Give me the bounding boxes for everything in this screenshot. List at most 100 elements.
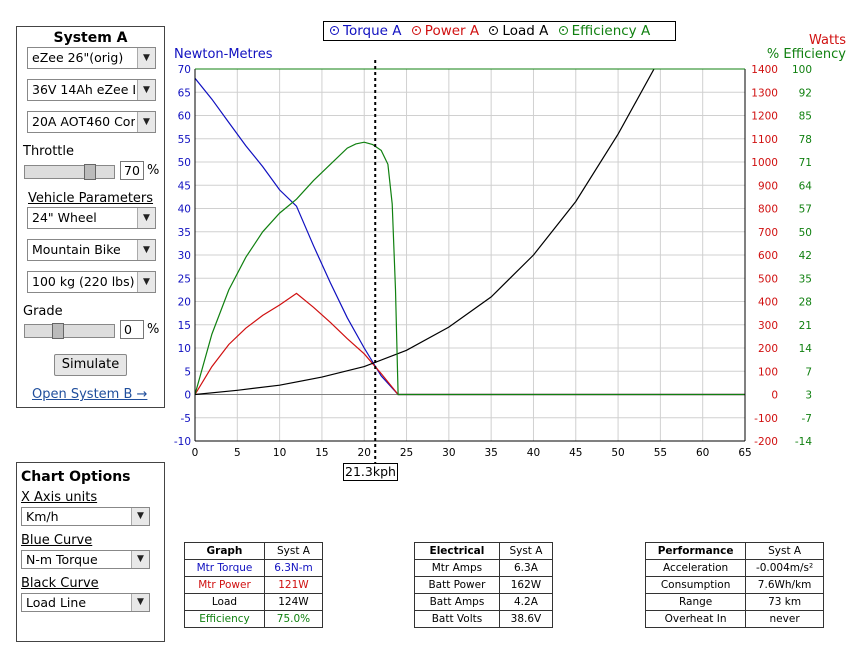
motor-select[interactable]: eZee 26"(orig) ▼	[27, 47, 156, 69]
vehicle-parameters-label: Vehicle Parameters	[28, 191, 154, 206]
grade-label: Grade	[23, 304, 63, 319]
y-left-tick-label: 15	[178, 320, 191, 332]
legend-item-efficiency[interactable]: Efficiency A	[558, 22, 650, 40]
black-curve-select[interactable]: Load Line ▼	[21, 593, 150, 612]
y-left-tick-label: 10	[178, 343, 191, 355]
y-left-tick-label: 40	[178, 204, 191, 216]
throttle-slider[interactable]	[24, 164, 115, 180]
x-axis-units-label: X Axis units	[21, 490, 98, 505]
chevron-down-icon: ▼	[131, 594, 149, 611]
chevron-down-icon: ▼	[137, 272, 155, 292]
y-left-tick-label: 30	[178, 250, 191, 262]
legend-item-load[interactable]: Load A	[489, 22, 548, 40]
chevron-down-icon: ▼	[137, 48, 155, 68]
throttle-label: Throttle	[23, 144, 74, 159]
open-system-b-link[interactable]: Open System B →	[32, 387, 148, 402]
grade-percent-label: %	[147, 322, 160, 337]
x-tick-label: 5	[234, 447, 241, 459]
y-axis-label-efficiency: % Efficiency	[767, 47, 846, 62]
y-watts-tick-label: 600	[758, 250, 778, 262]
wheel-select[interactable]: 24" Wheel ▼	[27, 207, 156, 229]
y-efficiency-tick-label: 14	[799, 343, 813, 355]
y-left-tick-label: 5	[184, 366, 191, 378]
x-tick-label: 60	[696, 447, 709, 459]
electrical-table-header-syst: Syst A	[498, 542, 554, 560]
x-tick-label: 20	[358, 447, 371, 459]
y-watts-tick-label: 1100	[751, 134, 778, 146]
y-left-tick-label: 65	[178, 87, 191, 99]
graph-table-header-syst: Syst A	[263, 542, 324, 560]
y-watts-tick-label: 300	[758, 320, 778, 332]
y-efficiency-tick-label: 3	[805, 390, 812, 402]
y-left-tick-label: 45	[178, 180, 191, 192]
y-efficiency-tick-label: 100	[792, 64, 812, 76]
throttle-value-input[interactable]: 70	[120, 161, 144, 180]
series-line-power-a	[195, 292, 745, 396]
table-row: Consumption 7.6Wh/km	[644, 576, 824, 594]
y-efficiency-tick-label: 85	[799, 111, 812, 123]
throttle-slider-thumb[interactable]	[84, 164, 96, 180]
grade-slider-thumb[interactable]	[52, 323, 64, 339]
graph-table: Graph Syst A Mtr Torque 6.3N-m Mtr Power 12…	[184, 542, 324, 628]
table-row: Mtr Torque 6.3N-m	[184, 559, 324, 577]
chart-legend: Torque A Power A Load A Efficiency A	[323, 21, 676, 41]
bike-type-select[interactable]: Mountain Bike ▼	[27, 239, 156, 261]
x-tick-label: 65	[738, 447, 751, 459]
table-row: Batt Volts 38.6V	[414, 610, 554, 628]
y-left-tick-label: 50	[178, 157, 191, 169]
y-efficiency-tick-label: 21	[799, 320, 812, 332]
y-efficiency-tick-label: 78	[799, 134, 812, 146]
throttle-percent-label: %	[147, 163, 160, 178]
system-a-panel: System A eZee 26"(orig)▼ 36V 14Ah eZee L…	[16, 26, 165, 408]
chevron-down-icon: ▼	[131, 551, 149, 568]
weight-select[interactable]: 100 kg (220 lbs) GVW▼	[27, 271, 156, 293]
chart-options-panel: Chart Options X Axis units Km/h ▼ Blue Cu…	[16, 462, 165, 642]
y-watts-tick-label: 1400	[751, 64, 778, 76]
x-tick-label: 15	[315, 447, 328, 459]
y-watts-tick-label: 400	[758, 297, 778, 309]
y-watts-tick-label: 900	[758, 180, 778, 192]
y-watts-tick-label: -200	[754, 436, 778, 448]
y-efficiency-tick-label: 35	[799, 273, 812, 285]
cursor-speed-label: 21.3kph	[343, 463, 398, 481]
table-row: Efficiency 75.0%	[184, 610, 324, 628]
x-tick-label: 0	[192, 447, 199, 459]
y-efficiency-tick-label: 57	[799, 204, 812, 216]
x-tick-label: 50	[611, 447, 624, 459]
performance-table-header: Performance	[644, 542, 747, 560]
battery-select[interactable]: 36V 14Ah eZee LiMn▼	[27, 79, 156, 101]
performance-table-header-syst: Syst A	[745, 542, 824, 560]
x-tick-label: 10	[273, 447, 286, 459]
y-efficiency-tick-label: -14	[795, 436, 812, 448]
y-left-tick-label: 55	[178, 134, 191, 146]
table-row: Overheat In never	[644, 610, 824, 628]
radio-dot-icon	[330, 26, 339, 35]
black-curve-label: Black Curve	[21, 576, 99, 591]
x-tick-label: 30	[442, 447, 455, 459]
y-efficiency-tick-label: 71	[799, 157, 812, 169]
y-watts-tick-label: 1300	[751, 87, 778, 99]
chart-options-title: Chart Options	[21, 469, 131, 485]
y-left-tick-label: -5	[181, 413, 191, 425]
grade-value-input[interactable]: 0	[120, 320, 144, 339]
y-watts-tick-label: 800	[758, 204, 778, 216]
blue-curve-select[interactable]: N-m Torque ▼	[21, 550, 150, 569]
chevron-down-icon: ▼	[137, 112, 155, 132]
legend-item-power[interactable]: Power A	[411, 22, 479, 40]
radio-dot-icon	[411, 26, 421, 35]
y-watts-tick-label: 1000	[751, 157, 778, 169]
controller-select[interactable]: 20A AOT460 Controller▼	[27, 111, 156, 133]
chevron-down-icon: ▼	[131, 508, 149, 525]
legend-item-torque[interactable]: Torque A	[330, 22, 401, 40]
x-tick-label: 35	[484, 447, 497, 459]
grade-slider[interactable]	[24, 323, 115, 339]
radio-dot-icon	[489, 26, 499, 35]
y-left-tick-label: 0	[184, 390, 191, 402]
y-efficiency-tick-label: 42	[799, 250, 812, 262]
y-efficiency-tick-label: 92	[799, 87, 812, 99]
simulate-button[interactable]: Simulate	[54, 354, 127, 376]
chevron-down-icon: ▼	[137, 80, 155, 100]
x-axis-units-select[interactable]: Km/h ▼	[21, 507, 150, 526]
electrical-table: Electrical Syst A Mtr Amps 6.3A Batt Power…	[414, 542, 554, 628]
